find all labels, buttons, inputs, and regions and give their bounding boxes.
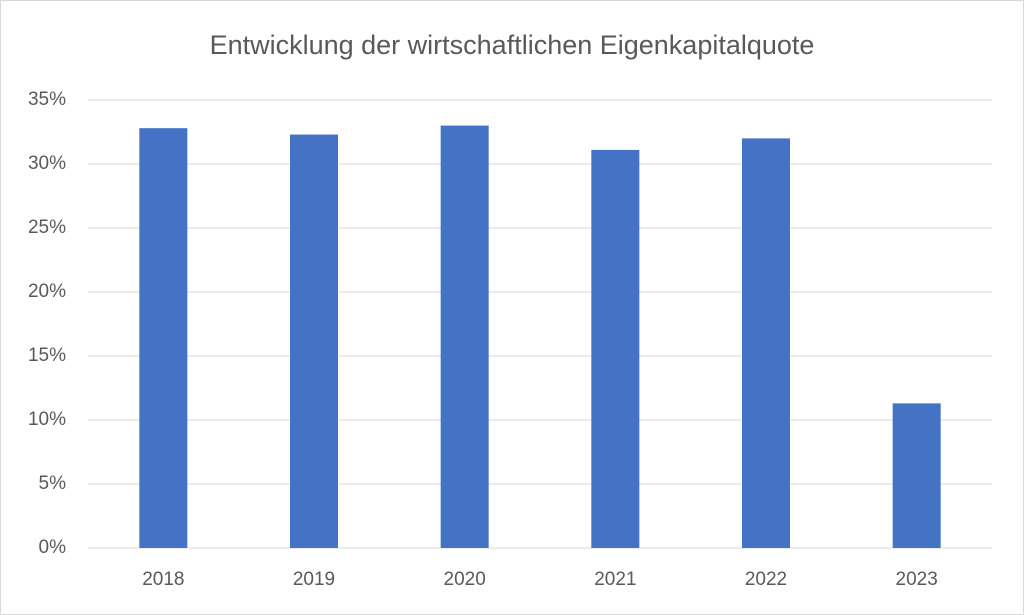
bar bbox=[139, 128, 188, 548]
y-tick-label: 35% bbox=[28, 89, 66, 110]
x-tick-label: 2023 bbox=[896, 569, 938, 590]
bar bbox=[290, 134, 338, 548]
x-tick-label: 2022 bbox=[745, 569, 787, 590]
x-tick-label: 2019 bbox=[293, 569, 335, 590]
y-tick-label: 0% bbox=[39, 537, 67, 558]
x-tick-label: 2020 bbox=[444, 569, 486, 590]
x-tick-label: 2018 bbox=[142, 569, 184, 590]
y-tick-label: 5% bbox=[39, 473, 67, 494]
bar bbox=[440, 125, 489, 548]
bar bbox=[591, 149, 640, 549]
y-tick-label: 10% bbox=[28, 409, 66, 430]
y-tick-label: 15% bbox=[28, 345, 66, 366]
bar bbox=[742, 138, 790, 548]
x-tick-label: 2021 bbox=[594, 569, 636, 590]
y-tick-label: 30% bbox=[28, 153, 66, 174]
bar bbox=[892, 403, 941, 548]
y-tick-label: 25% bbox=[28, 217, 66, 238]
chart-title: Entwicklung der wirtschaftlichen Eigenka… bbox=[210, 30, 815, 60]
y-tick-label: 20% bbox=[28, 281, 66, 302]
